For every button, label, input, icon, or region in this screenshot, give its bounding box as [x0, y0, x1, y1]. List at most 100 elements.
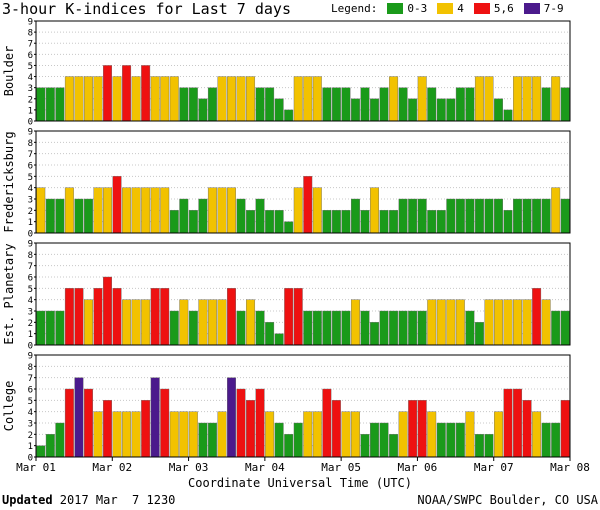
bar	[303, 76, 313, 122]
y-tick-label: 8	[28, 29, 33, 39]
bar	[513, 299, 523, 346]
y-tick-label: 8	[28, 251, 33, 261]
bar	[227, 76, 236, 122]
y-tick-label: 0	[28, 118, 33, 128]
bar	[160, 388, 170, 458]
bar	[360, 310, 370, 346]
bar	[312, 411, 322, 458]
bar	[522, 299, 532, 346]
bar	[83, 388, 93, 458]
bar	[64, 187, 74, 234]
bar	[36, 87, 46, 122]
bar	[398, 411, 408, 458]
bar	[350, 198, 360, 234]
y-tick-label: 1	[28, 442, 33, 452]
bar	[560, 87, 570, 122]
bar	[293, 288, 303, 346]
bar	[198, 198, 208, 234]
y-tick-label: 0	[28, 454, 33, 464]
bar	[36, 187, 46, 234]
bar	[83, 198, 93, 234]
bar	[398, 198, 408, 234]
bar	[169, 310, 179, 346]
bar	[93, 288, 103, 346]
bar	[150, 187, 160, 234]
legend-label: Legend:	[331, 2, 378, 15]
bar	[284, 221, 294, 234]
bar	[417, 400, 427, 458]
bar	[255, 388, 265, 458]
y-tick-label: 5	[28, 397, 33, 407]
bar	[474, 76, 484, 122]
bar	[541, 198, 551, 234]
bar	[455, 422, 465, 458]
credit-text: NOAA/SWPC Boulder, CO USA	[417, 493, 598, 507]
bar	[513, 198, 523, 234]
bar	[360, 434, 370, 458]
bar	[446, 422, 456, 458]
y-tick-label: 4	[28, 296, 33, 306]
bar	[408, 98, 418, 122]
bar	[93, 411, 103, 458]
bar	[122, 411, 132, 458]
y-tick-label: 2	[28, 95, 33, 105]
bar	[45, 198, 55, 234]
panel-frame	[35, 20, 571, 122]
bar	[331, 400, 341, 458]
bar	[303, 176, 313, 234]
bar	[379, 310, 389, 346]
legend-swatch-purple	[523, 3, 540, 14]
bar	[217, 76, 227, 122]
bar	[341, 87, 351, 122]
bar	[341, 210, 351, 234]
bar	[541, 299, 551, 346]
y-tick-label: 9	[28, 352, 33, 362]
x-tick-label: Mar 08	[550, 461, 590, 474]
bar	[55, 198, 65, 234]
bar	[122, 65, 132, 122]
bar	[74, 198, 84, 234]
legend-swatch-red	[473, 3, 490, 14]
y-tick-label: 9	[28, 128, 33, 138]
legend-item-4: 4	[457, 2, 464, 15]
bar	[484, 76, 494, 122]
bar	[112, 76, 122, 122]
bar	[179, 198, 189, 234]
y-tick-label: 5	[28, 173, 33, 183]
y-tick-label: 6	[28, 51, 33, 61]
bar	[532, 198, 542, 234]
y-tick-label: 0	[28, 230, 33, 240]
bar	[160, 187, 170, 234]
x-tick-label: Mar 02	[92, 461, 132, 474]
updated-label: Updated	[2, 493, 53, 507]
y-tick-label: 1	[28, 106, 33, 116]
bar	[503, 210, 513, 234]
x-tick-label: Mar 07	[474, 461, 514, 474]
bar	[322, 210, 332, 234]
bar	[284, 288, 294, 346]
x-tick-label: Mar 06	[398, 461, 438, 474]
bar	[312, 310, 322, 346]
bar	[551, 187, 561, 234]
y-tick-label: 8	[28, 139, 33, 149]
bar	[427, 411, 437, 458]
bar	[55, 310, 65, 346]
bar	[217, 299, 227, 346]
bar	[379, 210, 389, 234]
bar	[274, 210, 284, 234]
bar	[436, 98, 446, 122]
y-tick-label: 1	[28, 330, 33, 340]
y-axis-label: Est. Planetary	[2, 243, 16, 344]
bar	[446, 98, 456, 122]
bar	[179, 87, 189, 122]
bar	[103, 276, 112, 346]
bar	[341, 310, 351, 346]
bar	[560, 310, 570, 346]
bar	[494, 98, 503, 122]
bar	[551, 422, 561, 458]
bar	[370, 422, 379, 458]
bar	[227, 288, 236, 346]
bar	[446, 299, 456, 346]
bar	[455, 299, 465, 346]
bar	[93, 187, 103, 234]
